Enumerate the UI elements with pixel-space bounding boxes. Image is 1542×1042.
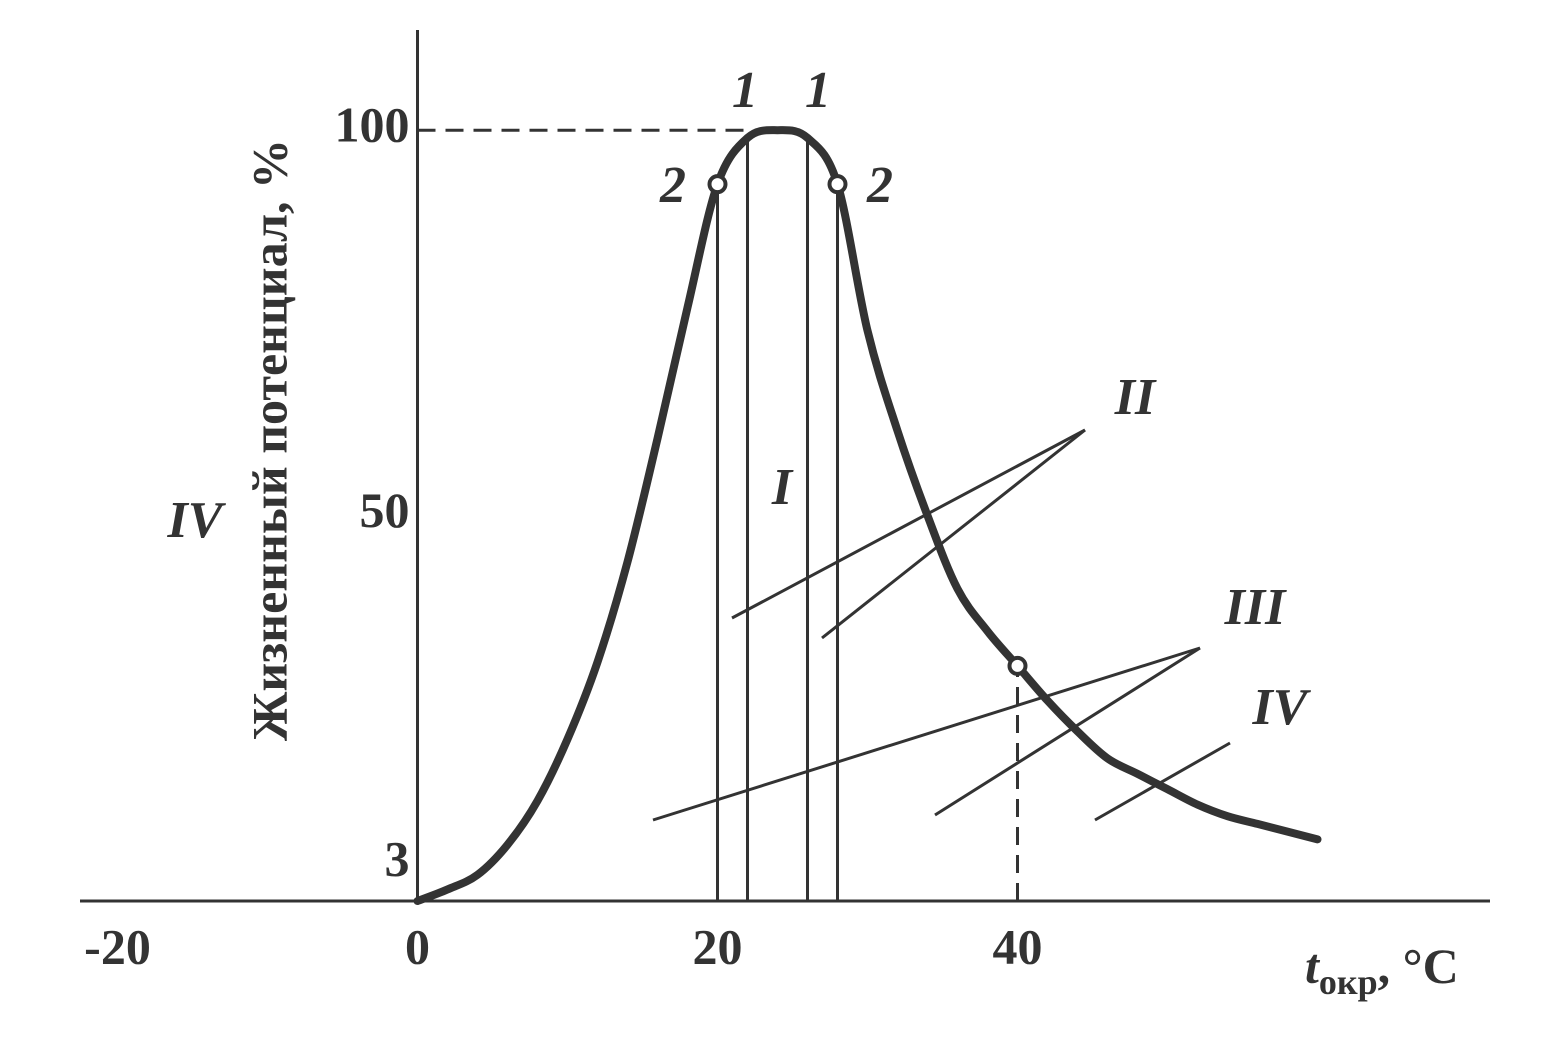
annotation: 2 [659, 157, 686, 214]
leader-lines [652, 428, 1231, 822]
x-tick-label: 0 [405, 918, 430, 974]
leader-line [821, 428, 1086, 640]
x-label-main: t [1305, 938, 1321, 994]
y-axis-label: Жизненный потенциал, % [241, 139, 297, 741]
point-marker [827, 174, 848, 195]
point-marker [1007, 655, 1028, 676]
y-tick-label: 100 [335, 97, 410, 153]
annotation: III [1224, 579, 1287, 636]
x-label-unit: , °C [1378, 938, 1459, 994]
annotation: 1 [805, 62, 831, 119]
x-tick-label: 40 [993, 918, 1043, 974]
y-tick-label: 3 [385, 830, 410, 886]
y-tick-label: 50 [360, 482, 410, 538]
point-marker [707, 174, 728, 195]
annotation: I [771, 459, 794, 516]
leader-line [934, 646, 1201, 817]
leader-line [1094, 741, 1231, 822]
annotation: IV [167, 492, 227, 549]
leader-line [652, 646, 1201, 822]
x-label-sub: окр [1319, 962, 1378, 1002]
curve [413, 126, 1322, 905]
x-tick-label: -20 [84, 918, 151, 974]
annotation: 2 [866, 157, 893, 214]
annotation: 1 [732, 62, 758, 119]
x-axis-label: tокр, °C [1305, 938, 1459, 1002]
annotation: IV [1252, 679, 1312, 736]
leader-line [731, 428, 1086, 620]
annotation: II [1114, 369, 1157, 426]
x-tick-label: 20 [693, 918, 743, 974]
